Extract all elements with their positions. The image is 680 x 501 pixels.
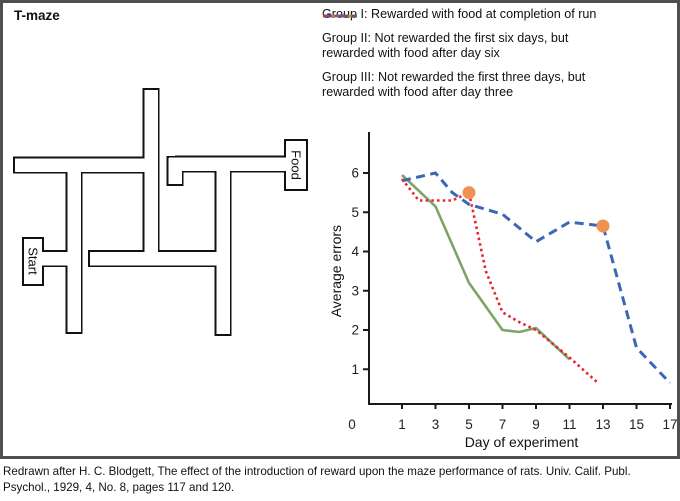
legend-line-sample-group-ii [323, 14, 357, 18]
y-tick-label: 6 [351, 166, 359, 181]
y-tick-label: 4 [351, 244, 359, 259]
chart-legend: Group I: Rewarded with food at completio… [322, 7, 674, 109]
x-tick-label: 1 [398, 417, 406, 432]
legend-label: Group III: Not rewarded the first three … [322, 69, 586, 100]
x-tick-label: 3 [432, 417, 440, 432]
x-tick-label: 5 [465, 417, 473, 432]
y-tick-label: 1 [351, 362, 359, 377]
origin-label: 0 [348, 417, 356, 432]
t-maze-diagram: Start Food [13, 88, 308, 336]
y-tick-label: 3 [351, 283, 359, 298]
x-axis-label: Day of experiment [465, 434, 579, 450]
x-tick-label: 15 [629, 417, 644, 432]
series-line-group-iii [400, 178, 599, 384]
series-line-group-i [401, 174, 571, 361]
series-line-group-ii [401, 171, 672, 385]
reward-marker [462, 186, 476, 200]
x-tick-label: 17 [662, 417, 677, 432]
y-axis-label: Average errors [328, 225, 344, 317]
maze-corridors [15, 90, 288, 334]
caption-line-2: Psychol., 1929, 4, No. 8, pages 117 and … [3, 480, 235, 494]
y-tick-label: 5 [351, 205, 359, 220]
maze-panel-title: T-maze [14, 8, 60, 23]
axes [368, 132, 672, 405]
legend-item-group-ii: Group II: Not rewarded the first six day… [322, 14, 674, 62]
x-tick-label: 9 [532, 417, 540, 432]
caption-line-1: Redrawn after H. C. Blodgett, The effect… [3, 465, 631, 478]
legend-item-group-iii: Group III: Not rewarded the first three … [322, 14, 674, 101]
x-tick-label: 13 [595, 417, 610, 432]
reward-marker [596, 219, 610, 233]
y-tick-label: 2 [351, 323, 359, 338]
food-label: Food [289, 150, 304, 180]
start-label: Start [26, 247, 41, 275]
x-tick-label: 7 [499, 417, 507, 432]
legend-label: Group II: Not rewarded the first six day… [322, 30, 569, 61]
caption: Redrawn after H. C. Blodgett, The effect… [3, 464, 651, 496]
figure-frame [0, 0, 680, 459]
legend-label: Group I: Rewarded with food at completio… [322, 7, 597, 21]
x-tick-label: 11 [562, 417, 576, 432]
